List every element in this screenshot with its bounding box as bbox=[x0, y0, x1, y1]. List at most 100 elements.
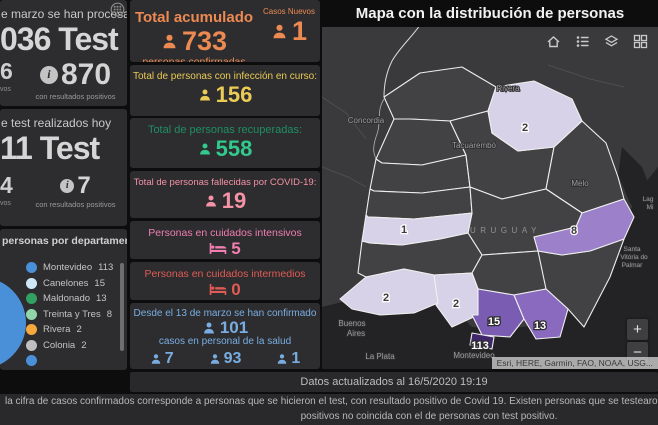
departments-title: personas por departamento bbox=[2, 235, 127, 247]
zoom-in-button[interactable]: + bbox=[627, 319, 648, 340]
city-label-tacuarembo: Tacuarembó bbox=[452, 141, 497, 150]
intermediate-title: Personas en cuidados intermedios bbox=[144, 268, 306, 280]
departments-pie-chart[interactable] bbox=[0, 277, 26, 369]
legend-item[interactable] bbox=[26, 353, 117, 369]
legend-label: Maldonado bbox=[43, 293, 91, 305]
legend-color-dot bbox=[26, 277, 37, 289]
layers-icon[interactable] bbox=[604, 34, 619, 49]
map-toolbar bbox=[546, 34, 648, 49]
map-value-colonia: 2 bbox=[383, 292, 389, 304]
map-value-san-jose: 2 bbox=[453, 298, 459, 310]
accumulated-value: 733 bbox=[181, 26, 228, 56]
map-header: Mapa con la distribución de personas bbox=[322, 0, 658, 27]
dept-treinta-y-tres[interactable] bbox=[533, 198, 635, 256]
accumulated-subtitle: personas confirmadas bbox=[142, 56, 246, 62]
rio-de-la-plata-water bbox=[322, 167, 658, 369]
legend-item[interactable]: Montevideo 113 bbox=[26, 260, 117, 276]
city-label-santa-vitoria: Vitória do bbox=[620, 254, 648, 261]
hospital-bed-icon bbox=[209, 242, 227, 255]
home-icon[interactable] bbox=[546, 34, 561, 49]
legend-label: Montevideo bbox=[43, 262, 93, 274]
legend-color-dot bbox=[26, 262, 37, 274]
health-stat-recovered: 93 Recuperados bbox=[193, 350, 256, 369]
dept-rivera[interactable] bbox=[487, 80, 583, 152]
card-intermediate-care: Personas en cuidados intermedios 0 bbox=[130, 262, 320, 300]
new-cases-value: 1 bbox=[291, 16, 308, 46]
info-icon bbox=[39, 65, 58, 84]
city-label-buenos-aires: Aires bbox=[347, 329, 365, 338]
lake-label-laguna: Mi bbox=[647, 204, 654, 211]
city-label-concordia: Concordia bbox=[348, 116, 385, 125]
legend-color-dot bbox=[26, 308, 37, 320]
legend-item[interactable]: Treinta y Tres 8 bbox=[26, 307, 117, 323]
last-updated-bar: Datos actualizados al 16/5/2020 19:19 bbox=[130, 372, 658, 392]
person-icon bbox=[210, 354, 219, 364]
new-cases-title: Casos Nuevos bbox=[262, 7, 316, 16]
tests-today-substat: 4 vos bbox=[0, 171, 13, 207]
card-health-workers: Desde el 13 de marzo se han confirmado 1… bbox=[130, 303, 320, 369]
country-label-uruguay: URUGUAY bbox=[470, 226, 541, 235]
map-value-montevideo: 113 bbox=[471, 340, 489, 352]
icu-value: 5 bbox=[231, 239, 241, 258]
tests-today-title: e test realizados hoy bbox=[1, 116, 112, 130]
intermediate-value: 0 bbox=[231, 280, 241, 299]
legend-item[interactable]: Rivera 2 bbox=[26, 322, 117, 338]
dept-lavalleja[interactable] bbox=[471, 250, 551, 296]
city-label-montevideo: Montevideo bbox=[453, 351, 495, 360]
legend-value: 2 bbox=[76, 324, 82, 336]
city-label-melo: Melo bbox=[571, 179, 589, 188]
uruguay-map: Concordia Rivera Tacuarembó Melo URUGUAY… bbox=[322, 27, 658, 369]
argentina-border-line bbox=[322, 166, 367, 188]
legend-label: Colonia bbox=[43, 339, 76, 351]
recovered-value: 558 bbox=[215, 136, 253, 161]
legend-list-icon[interactable] bbox=[575, 34, 590, 49]
legend-color-dot bbox=[26, 324, 37, 336]
panel-tests-processed: e marzo se han procesado 036 Test 6 vos … bbox=[0, 0, 127, 106]
dept-maldonado[interactable] bbox=[513, 288, 569, 340]
rio-uruguay-line bbox=[383, 27, 420, 98]
city-label-buenos-aires: Buenos bbox=[338, 319, 365, 328]
legend-label: Rivera bbox=[43, 324, 71, 336]
basemap-grid-icon[interactable] bbox=[633, 34, 648, 49]
hospital-bed-icon bbox=[209, 283, 227, 296]
dept-san-jose[interactable] bbox=[433, 272, 479, 328]
rio-uruguay-line bbox=[373, 98, 385, 160]
card-total-accumulated: Total acumulado 733 personas confirmadas… bbox=[130, 0, 320, 62]
footer-note: la cifra de casos confirmados correspond… bbox=[0, 394, 658, 425]
person-icon bbox=[203, 321, 214, 334]
legend-color-dot bbox=[26, 355, 37, 367]
legend-value: 13 bbox=[96, 293, 107, 305]
health-stat-deceased: 1 Fallecido bbox=[257, 350, 320, 369]
legend-item[interactable]: Canelones 15 bbox=[26, 276, 117, 292]
legend-color-dot bbox=[26, 339, 37, 351]
map-value-treinta-y-tres: 8 bbox=[571, 225, 577, 237]
map-canvas[interactable]: Concordia Rivera Tacuarembó Melo URUGUAY… bbox=[322, 27, 658, 369]
health-stat-active: 7 Activos bbox=[130, 350, 193, 369]
legend-value: 2 bbox=[81, 339, 87, 351]
legend-scrollbar[interactable] bbox=[120, 263, 124, 351]
legend-value: 15 bbox=[94, 277, 105, 289]
tests-processed-substat: 6 vos bbox=[0, 57, 13, 93]
health-subtitle: casos en personal de la salud bbox=[158, 336, 292, 347]
brazil-border-line bbox=[547, 64, 625, 88]
legend-item[interactable]: Colonia 2 bbox=[26, 338, 117, 354]
card-recovered: Total de personas recuperadas: 558 bbox=[130, 118, 320, 168]
person-icon bbox=[273, 24, 286, 39]
map-value-rivera: 2 bbox=[522, 122, 528, 134]
map-attribution: Esri, HERE, Garmin, FAO, NOAA, USG... bbox=[491, 357, 658, 369]
legend-value: 113 bbox=[98, 262, 114, 274]
legend-value: 8 bbox=[106, 308, 113, 320]
laguna-merin-water bbox=[618, 147, 654, 227]
map-value-maldonado: 13 bbox=[534, 320, 546, 332]
accumulated-title: Total acumulado bbox=[134, 9, 254, 26]
options-icon[interactable] bbox=[110, 2, 125, 22]
active-title: Total de personas con infección en curso… bbox=[133, 71, 317, 82]
dept-soriano[interactable] bbox=[361, 212, 473, 246]
dept-montevideo[interactable] bbox=[469, 332, 495, 350]
argentina-border-line bbox=[322, 96, 367, 140]
legend-item[interactable]: Maldonado 13 bbox=[26, 291, 117, 307]
tests-processed-title: e marzo se han procesado bbox=[1, 7, 127, 21]
person-icon bbox=[278, 354, 287, 364]
deaths-value: 19 bbox=[221, 188, 247, 213]
